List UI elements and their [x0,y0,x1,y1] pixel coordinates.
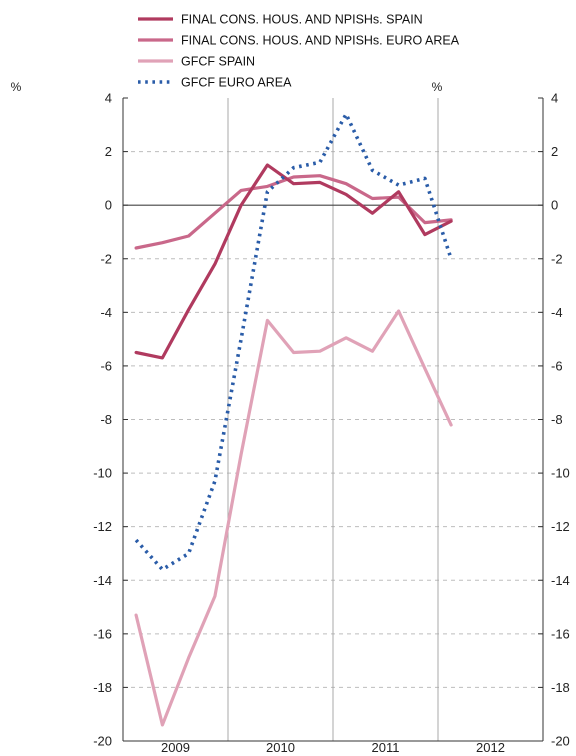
x-tick-label: 2009 [161,740,190,755]
axes [122,97,544,742]
y-axis-right: 4 2 0 -2 -4 -6 -8 -10 -12 -14 -16 -18 -20 [551,91,570,749]
y-tick-label-left: 2 [105,144,112,159]
y-tick-label-left: -4 [100,305,112,320]
series-line-1 [134,174,453,250]
y-unit-right: % [432,80,443,94]
y-tick-label-right: 2 [551,144,558,159]
series-line-0 [134,163,453,360]
x-tick-label: 2012 [476,740,505,755]
y-unit-left: % [11,80,22,94]
series-line-3 [134,112,453,572]
series-lines [134,112,453,727]
plot-area [122,97,544,742]
y-tick-label-left: -18 [93,680,112,695]
y-tick-label-left: -10 [93,466,112,481]
x-tick-label: 2011 [372,740,400,755]
y-tick-label-right: -20 [551,734,570,749]
y-tick-label-left: -14 [93,573,112,588]
grid [123,98,543,741]
y-tick-label-right: -6 [551,358,563,373]
y-tick-label-right: -14 [551,573,570,588]
y-tick-label-right: -2 [551,251,563,266]
y-tick-label-right: -4 [551,305,563,320]
x-tick-label: 2010 [266,740,295,755]
y-tick-label-left: -8 [100,412,112,427]
y-tick-label-right: -10 [551,466,570,481]
y-tick-label-right: -16 [551,626,570,641]
y-tick-label-left: -12 [93,519,112,534]
y-tick-label-left: -20 [93,734,112,749]
y-tick-label-right: 0 [551,198,558,213]
y-tick-label-left: -6 [100,358,112,373]
y-tick-label-right: -12 [551,519,570,534]
legend: FINAL CONS. HOUS. AND NPISHs. SPAIN FINAL… [138,13,460,90]
legend-label: GFCF SPAIN [181,55,255,69]
legend-label: FINAL CONS. HOUS. AND NPISHs. SPAIN [181,13,423,27]
y-tick-label-left: -2 [100,251,112,266]
y-tick-label-right: -8 [551,412,563,427]
y-tick-label-right: 4 [551,91,558,106]
y-tick-label-left: 0 [105,198,112,213]
y-tick-label-left: 4 [105,91,112,106]
legend-label: GFCF EURO AREA [181,76,292,90]
series-line-2 [134,309,453,727]
y-tick-label-left: -16 [93,626,112,641]
y-axis-left: 4 2 0 -2 -4 -6 -8 -10 -12 -14 -16 -18 -20 [93,91,112,749]
y-tick-label-right: -18 [551,680,570,695]
x-axis: 2009 2010 2011 2012 [161,740,505,755]
legend-label: FINAL CONS. HOUS. AND NPISHs. EURO AREA [181,34,460,48]
